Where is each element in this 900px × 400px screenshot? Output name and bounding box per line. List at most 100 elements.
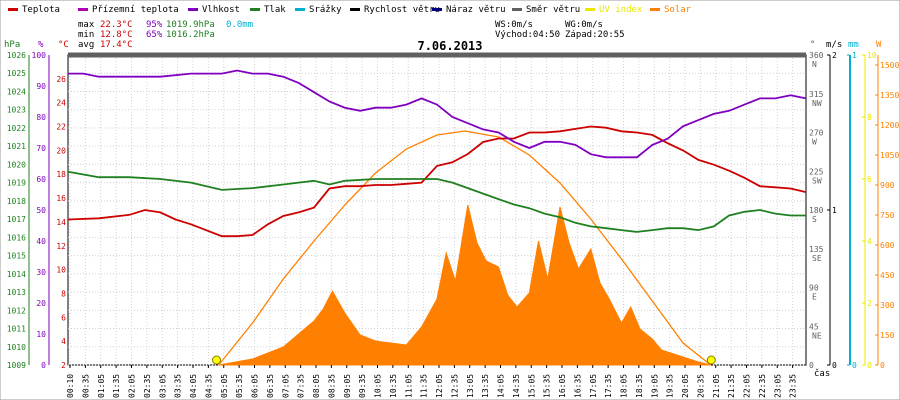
temperature-tick-label: 12 (56, 242, 66, 251)
humidity-tick-label: 20 (36, 299, 46, 308)
x-tick-label: 01:35 (112, 374, 121, 398)
x-tick-label: 01:05 (97, 374, 106, 398)
pressure-tick-label: 1025 (7, 69, 26, 78)
x-tick-label: 14:05 (497, 374, 506, 398)
solar-tick-label: 1350 (880, 91, 899, 100)
x-tick-label: 04:35 (204, 374, 213, 398)
direction-tick-label: 315 (809, 90, 824, 99)
stats-min-label: min (78, 30, 94, 40)
x-axis-label: čas (814, 368, 830, 379)
solar-tick-label: 300 (880, 301, 895, 310)
pressure-tick-label: 1013 (7, 288, 26, 297)
x-tick-label: 11:05 (404, 374, 413, 398)
rain-unit-label: mm (848, 40, 859, 50)
x-axis: 00:10 00:35 01:05 01:35 02:05 02:35 03:05 03:35… (66, 365, 798, 398)
x-tick-label: 00:35 (81, 374, 90, 398)
line-series (67, 52, 807, 238)
legend-swatch (650, 8, 660, 11)
direction-compass-label: S (812, 215, 817, 224)
pressure-tick-label: 1024 (7, 87, 26, 96)
direction-compass-label: SE (812, 254, 822, 263)
legend-label: Vlhkost (202, 5, 240, 15)
direction-tick-label: 45 (809, 322, 819, 331)
x-tick-label: 05:05 (220, 374, 229, 398)
legend-swatch (78, 8, 88, 11)
temperature-tick-label: 2 (61, 361, 66, 370)
direction-unit-label: ° (810, 40, 815, 50)
temperature-tick-label: 24 (56, 99, 66, 108)
x-tick-label: 17:35 (604, 374, 613, 398)
chart-title: 7.06.2013 (417, 39, 482, 53)
direction-tick-label: 225 (809, 167, 824, 176)
uv-tick-label: 0 (867, 361, 872, 370)
temperature-tick-label: 6 (61, 313, 66, 322)
direction-tick-label: 135 (809, 245, 824, 254)
sunrise-readout: Východ:04:50 (495, 30, 560, 40)
series-area-solar (218, 204, 711, 366)
x-tick-label: 11:35 (420, 374, 429, 398)
solar-tick-label: 150 (880, 331, 895, 340)
x-tick-label: 15:05 (527, 374, 536, 398)
temperature-tick-label: 20 (56, 146, 66, 155)
direction-compass-label: N (812, 60, 817, 69)
rain-tick-label: 0 (852, 361, 857, 370)
pressure-tick-label: 1020 (7, 160, 26, 169)
direction-tick-label: 270 (809, 129, 824, 138)
legend-swatch (432, 8, 442, 11)
stats-max-hum: 95% (146, 20, 163, 30)
x-tick-label: 06:05 (251, 374, 260, 398)
humidity-tick-label: 70 (36, 144, 46, 153)
sunrise-marker (212, 355, 222, 365)
solar-tick-label: 450 (880, 271, 895, 280)
stats-max-label: max (78, 20, 95, 30)
x-tick-label: 06:35 (266, 374, 275, 398)
stats-max-temp: 22.3°C (100, 20, 133, 30)
direction-tick-label: 180 (809, 206, 824, 215)
stats-max-rain: 0.0mm (226, 20, 253, 30)
x-tick-label: 13:35 (481, 374, 490, 398)
legend-label: Směr větru (526, 5, 580, 15)
temperature-tick-label: 10 (56, 266, 66, 275)
solar-tick-label: 1500 (880, 61, 899, 70)
series-line-solar-max- (218, 130, 712, 366)
x-tick-label: 10:05 (374, 374, 383, 398)
x-tick-label: 09:05 (343, 374, 352, 398)
legend-swatch (512, 8, 522, 11)
solar-tick-label: 900 (880, 181, 895, 190)
stats-min-hum: 65% (146, 30, 163, 40)
solar-tick-label: 750 (880, 211, 895, 220)
direction-tick-label: 0 (809, 361, 814, 370)
x-tick-label: 07:05 (281, 374, 290, 398)
x-tick-label: 21:35 (727, 374, 736, 398)
wind-tick-label: 1 (832, 206, 837, 215)
legend-label: Solar (664, 5, 692, 15)
direction-compass-label: SW (812, 176, 822, 185)
pressure-tick-label: 1015 (7, 252, 26, 261)
pressure-tick-label: 1010 (7, 343, 26, 352)
x-tick-label: 05:35 (235, 374, 244, 398)
wind-unit-label: m/s (826, 40, 842, 50)
legend: Teplota Přízemní teplota Vlhkost Tlak Srážky… (8, 5, 692, 15)
direction-compass-label: NE (812, 331, 822, 340)
temperature-tick-label: 26 (56, 75, 66, 84)
x-tick-label: 12:05 (435, 374, 444, 398)
uv-tick-label: 4 (867, 237, 872, 246)
stats-avg-label: avg (78, 40, 94, 50)
solar-series (218, 130, 712, 366)
humidity-tick-label: 10 (36, 330, 46, 339)
temperature-tick-label: 4 (61, 337, 66, 346)
legend-label: Rychlost větru (364, 5, 440, 15)
pressure-tick-label: 1022 (7, 124, 26, 133)
direction-tick-label: 360 (809, 51, 824, 60)
x-tick-label: 20:05 (681, 374, 690, 398)
pressure-tick-label: 1026 (7, 51, 26, 60)
solar-unit-label: W (876, 40, 882, 50)
solar-tick-label: 1200 (880, 121, 899, 130)
x-tick-label: 03:05 (158, 374, 167, 398)
x-tick-label: 08:35 (327, 374, 336, 398)
legend-label: Srážky (309, 5, 342, 15)
x-tick-label: 21:05 (712, 374, 721, 398)
humidity-tick-label: 0 (41, 361, 46, 370)
x-tick-label: 02:35 (143, 374, 152, 398)
